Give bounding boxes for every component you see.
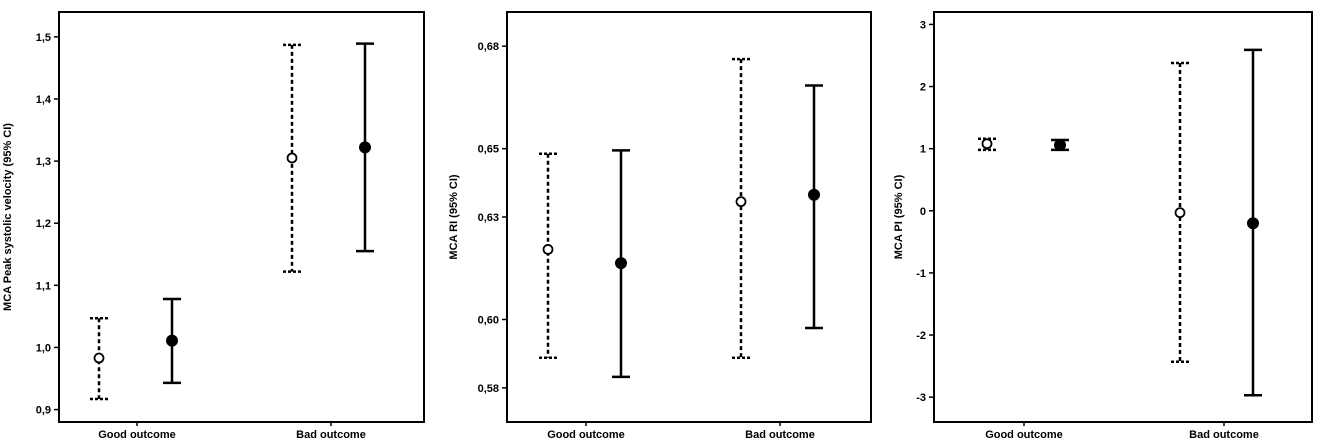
plot-frame (58, 11, 425, 423)
y-tick-label: 1,4 (36, 94, 52, 106)
panel-psv: 0,9 1,0 1,1 1,2 1,3 1,4 1,5 MCA Peak systolic v… (2, 11, 425, 441)
plot-frame (933, 11, 1313, 423)
y-tick-label: 1,1 (36, 280, 51, 292)
y-tick-label: 1,0 (36, 342, 51, 354)
mean-point-filled (359, 141, 371, 154)
y-tick-label: -3 (916, 392, 926, 404)
mean-point-open (542, 244, 554, 255)
x-category-label: Good outcome (547, 429, 625, 441)
y-tick-label: 0,9 (36, 405, 51, 417)
mean-point-filled (166, 334, 178, 347)
y-tick-label: 2 (920, 82, 926, 94)
y-tick-label: 1,5 (36, 32, 51, 44)
mean-point-open (735, 196, 747, 208)
y-tick-label: -1 (916, 268, 926, 280)
y-tick-label: 0,68 (478, 41, 499, 53)
plot-frame (506, 11, 872, 423)
y-tick-label: 0,63 (478, 212, 499, 224)
mean-point-filled (1054, 138, 1066, 151)
panel-ri: 0,58 0,60 0,63 0,65 0,68 MCA RI (95% CI) Good … (448, 11, 872, 441)
x-category-label: Bad outcome (1189, 429, 1259, 441)
mean-point-filled (615, 257, 627, 270)
y-tick-label: 1 (920, 144, 926, 156)
panel-pi: -3 -2 -1 0 1 2 3 MCA PI (95% CI) Good outcome Bad… (893, 11, 1313, 441)
y-tick-label: 1,2 (36, 218, 51, 230)
mean-point-open (981, 138, 993, 150)
y-tick-label: 1,3 (36, 156, 51, 168)
y-tick-label: 0,65 (478, 144, 499, 156)
y-axis-label: MCA RI (95% CI) (448, 174, 460, 259)
y-tick-label: -2 (916, 330, 926, 342)
mean-point-filled (1247, 217, 1259, 230)
mean-point-filled (808, 188, 820, 201)
mean-point-open (1174, 207, 1186, 219)
y-axis-label: MCA Peak systolic velocity (95% CI) (2, 123, 14, 311)
y-tick-label: 0 (920, 206, 926, 218)
mean-point-open (286, 152, 298, 164)
x-category-label: Good outcome (98, 429, 176, 441)
x-category-label: Bad outcome (745, 429, 815, 441)
x-category-label: Good outcome (985, 429, 1063, 441)
y-tick-label: 0,58 (478, 383, 499, 395)
y-axis-label: MCA PI (95% CI) (893, 174, 905, 259)
y-tick-label: 0,60 (478, 315, 499, 327)
y-tick-label: 3 (920, 19, 926, 31)
mean-point-open (93, 352, 105, 364)
x-category-label: Bad outcome (296, 429, 366, 441)
